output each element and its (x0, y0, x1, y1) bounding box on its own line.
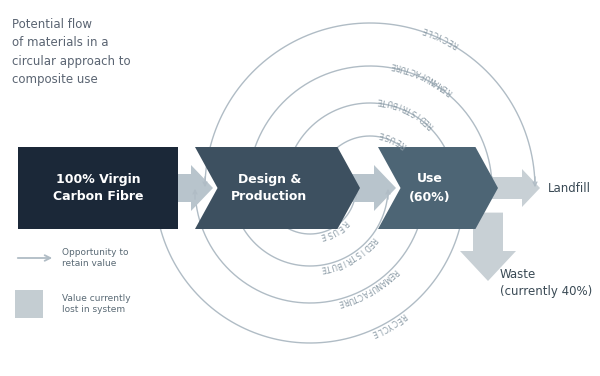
Text: 100% Virgin
Carbon Fibre: 100% Virgin Carbon Fibre (53, 173, 143, 203)
Text: C: C (389, 317, 398, 327)
Text: U: U (400, 62, 407, 73)
Polygon shape (176, 165, 213, 211)
Text: U: U (423, 72, 432, 82)
Text: R: R (401, 102, 409, 112)
Text: A: A (414, 67, 422, 78)
Text: R: R (341, 296, 349, 306)
Text: M: M (436, 79, 446, 91)
Text: S: S (325, 228, 333, 238)
Text: S: S (353, 249, 362, 259)
Text: D: D (360, 242, 371, 252)
Text: E: E (422, 24, 430, 35)
Polygon shape (460, 212, 516, 281)
Text: Landfill: Landfill (548, 182, 591, 194)
Text: C: C (442, 33, 451, 43)
Text: F: F (365, 285, 373, 295)
Text: R: R (451, 38, 460, 49)
Text: R: R (395, 61, 402, 71)
Text: T: T (349, 252, 357, 262)
Text: T: T (382, 96, 388, 106)
Polygon shape (378, 147, 498, 229)
Text: E: E (394, 136, 403, 146)
Text: E: E (446, 36, 455, 46)
Polygon shape (195, 147, 360, 229)
Text: U: U (369, 282, 378, 293)
Text: U: U (330, 225, 339, 236)
Text: R: R (444, 86, 454, 96)
Text: B: B (391, 99, 398, 109)
Text: Potential flow
of materials in a
circular approach to
composite use: Potential flow of materials in a circula… (12, 18, 131, 86)
Text: S: S (410, 107, 419, 117)
Text: E: E (385, 270, 395, 280)
Text: C: C (356, 290, 364, 300)
Text: R: R (398, 311, 408, 321)
Text: S: S (384, 131, 391, 141)
Text: E: E (394, 314, 403, 324)
Polygon shape (18, 147, 178, 229)
Text: R: R (399, 139, 409, 150)
Text: C: C (432, 28, 440, 39)
Text: N: N (373, 279, 383, 290)
Text: E: E (320, 263, 326, 273)
Text: E: E (440, 83, 449, 93)
Text: Opportunity to
retain value: Opportunity to retain value (62, 248, 128, 268)
Text: C: C (409, 65, 417, 76)
Polygon shape (340, 165, 396, 211)
Polygon shape (480, 169, 540, 207)
Text: R: R (389, 266, 399, 276)
Text: Waste
(currently 40%): Waste (currently 40%) (500, 268, 592, 298)
Text: E: E (390, 60, 397, 70)
Text: U: U (346, 294, 354, 304)
Text: N: N (427, 74, 437, 85)
Text: Y: Y (437, 31, 445, 41)
Text: U: U (389, 133, 398, 143)
Text: U: U (329, 261, 337, 271)
Text: T: T (351, 292, 359, 302)
Text: L: L (427, 26, 434, 36)
Text: T: T (406, 104, 413, 114)
Text: R: R (426, 120, 436, 130)
Text: E: E (370, 327, 378, 338)
Text: M: M (380, 273, 391, 284)
Text: A: A (377, 276, 387, 287)
Text: Y: Y (385, 320, 393, 330)
Text: Value currently
lost in system: Value currently lost in system (62, 294, 131, 314)
Text: I: I (358, 246, 365, 255)
Text: T: T (405, 64, 412, 74)
Text: E: E (337, 297, 344, 307)
Text: Design &
Production: Design & Production (232, 173, 308, 203)
Text: E: E (422, 116, 432, 126)
Text: Use
(60%): Use (60%) (409, 173, 451, 203)
Text: R: R (344, 254, 353, 265)
Text: I: I (415, 110, 422, 119)
Text: E: E (320, 230, 326, 240)
Text: R: R (367, 235, 378, 244)
Text: A: A (432, 77, 441, 87)
Text: E: E (364, 239, 374, 248)
Text: D: D (418, 112, 428, 123)
Text: A: A (360, 288, 369, 298)
Text: E: E (378, 129, 385, 139)
Text: T: T (325, 262, 332, 272)
Text: E: E (335, 222, 344, 232)
Text: C: C (380, 322, 389, 333)
Polygon shape (15, 290, 43, 318)
Text: R: R (340, 218, 349, 228)
Text: B: B (335, 259, 343, 269)
Text: E: E (377, 96, 382, 105)
Text: F: F (419, 70, 427, 80)
Text: L: L (376, 325, 383, 335)
Text: I: I (397, 101, 403, 110)
Text: U: U (386, 97, 394, 107)
Text: I: I (341, 257, 346, 266)
